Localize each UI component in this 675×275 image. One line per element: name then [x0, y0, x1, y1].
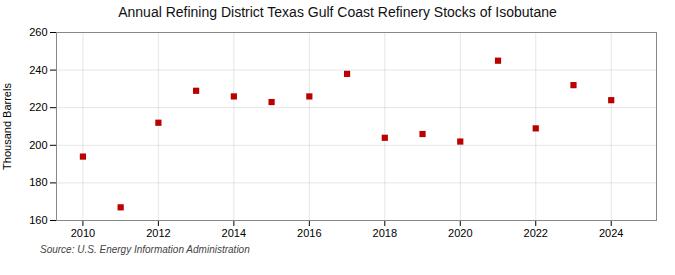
- html-text:Annual Refining District Texas: Annual Refining District Texas Gulf Coas…: [118, 4, 557, 20]
- svg-text:2024: 2024: [599, 227, 623, 239]
- svg-text:260: 260: [29, 26, 47, 38]
- svg-text:Thousand Barrels: Thousand Barrels: [1, 83, 13, 170]
- svg-text:220: 220: [29, 101, 47, 113]
- svg-text:2018: 2018: [373, 227, 397, 239]
- svg-text:200: 200: [29, 139, 47, 151]
- svg-text:2010: 2010: [71, 227, 95, 239]
- svg-text:180: 180: [29, 176, 47, 188]
- svg-text:2014: 2014: [222, 227, 246, 239]
- svg-text:2022: 2022: [524, 227, 548, 239]
- html-text:Source: U.S. Energy Informatio: Source: U.S. Energy Information Administ…: [40, 244, 250, 255]
- svg-text:2012: 2012: [146, 227, 170, 239]
- svg-text:240: 240: [29, 64, 47, 76]
- svg-text:160: 160: [29, 214, 47, 226]
- svg-text:2016: 2016: [297, 227, 321, 239]
- svg-text:2020: 2020: [448, 227, 472, 239]
